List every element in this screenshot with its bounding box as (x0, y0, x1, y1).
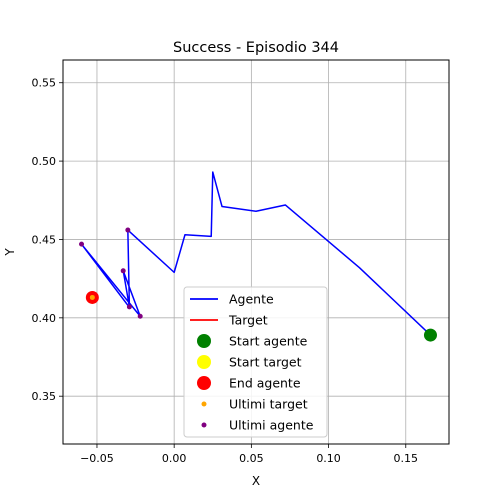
legend-swatch-ultimi-target (202, 402, 207, 407)
y-tick-label: 0.45 (32, 233, 57, 246)
x-tick-label: −0.05 (80, 452, 114, 465)
legend-swatch-ultimi-agente (202, 423, 207, 428)
x-tick-label: 0.15 (394, 452, 419, 465)
x-axis-label: X (252, 474, 260, 488)
legend-label-ultimi-target: Ultimi target (229, 397, 308, 412)
legend-swatch-start-agente (197, 334, 211, 348)
ultimi-agente-point (121, 268, 126, 273)
ultimi-agente-point (127, 304, 132, 309)
y-axis-label: Y (3, 248, 17, 257)
legend-swatch-end-agente (197, 376, 211, 390)
x-tick-label: 0.00 (162, 452, 187, 465)
legend-label-start-agente: Start agente (229, 334, 308, 349)
legend: Agente Target Start agente Start target End … (184, 287, 327, 437)
ultimi-agente-point (125, 228, 130, 233)
legend-swatch-start-target (197, 355, 211, 369)
y-tick-label: 0.55 (32, 77, 57, 90)
ultimi-agente-point (79, 242, 84, 247)
legend-label-end-agente: End agente (229, 376, 301, 391)
legend-label-start-target: Start target (229, 355, 302, 370)
legend-label-ultimi-agente: Ultimi agente (229, 418, 314, 433)
legend-label-agente: Agente (229, 292, 274, 307)
ultimi-target-point (90, 295, 95, 300)
start-agente-marker (424, 329, 437, 342)
y-tick-label: 0.35 (32, 390, 57, 403)
y-tick-label: 0.40 (32, 312, 57, 325)
legend-label-target: Target (228, 313, 268, 328)
x-tick-label: 0.05 (239, 452, 264, 465)
y-tick-label: 0.50 (32, 155, 57, 168)
ultimi-agente-point (138, 314, 143, 319)
x-tick-label: 0.10 (316, 452, 341, 465)
chart-title: Success - Episodio 344 (173, 40, 339, 56)
